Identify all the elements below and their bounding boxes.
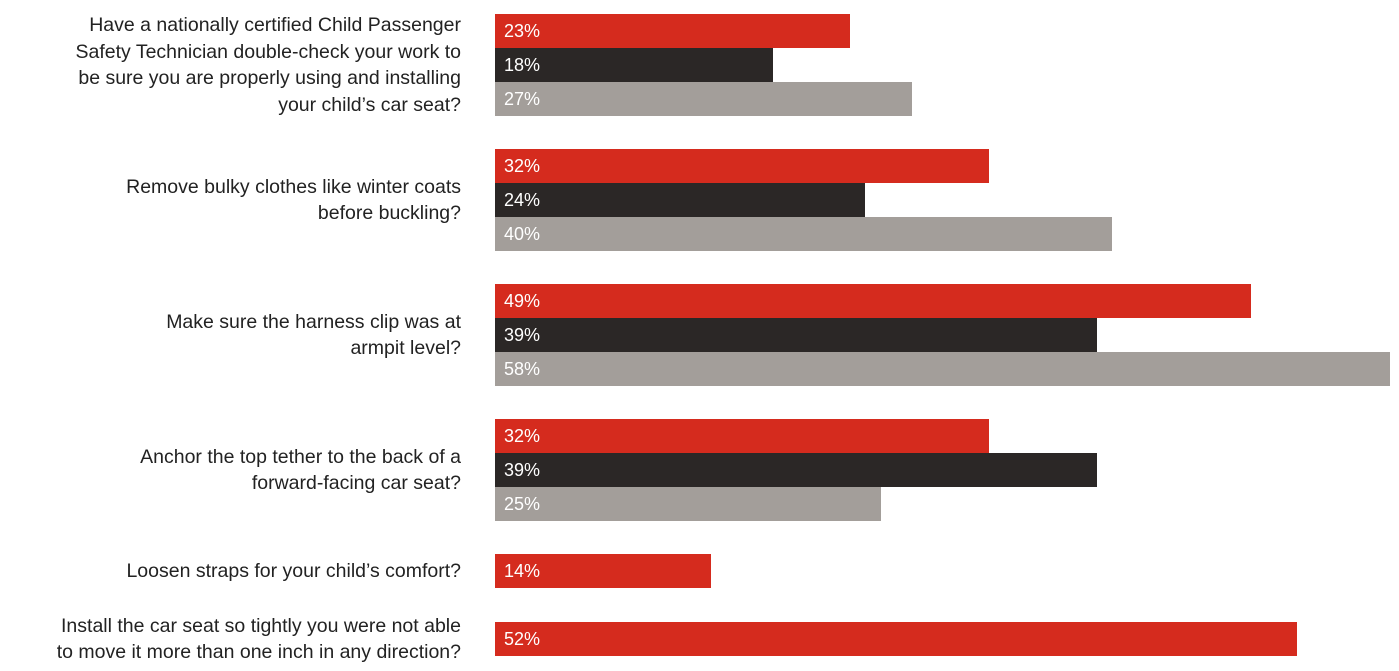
bar: 14% [495,554,711,588]
category-label-line: Anchor the top tether to the back of a [140,445,461,468]
bar: 25% [495,487,881,521]
category-label: Make sure the harness clip was at armpit … [166,309,461,362]
bar-value-label: 25% [504,494,541,514]
category-label: Have a nationally certified Child Passen… [75,12,461,118]
category-label: Anchor the top tether to the back of a fo… [140,444,461,497]
category-label-line: your child’s car seat? [278,93,461,116]
category-label-line: Have a nationally certified Child Passen… [89,14,461,36]
category-label-line: Install the car seat so tightly you were… [61,614,461,637]
bar: 32% [495,149,989,183]
category-label-line: be sure you are properly using and insta… [78,67,461,89]
bar-value-label: 18% [504,55,541,75]
category-label-line: Make sure the harness clip was at [166,310,461,333]
bar: 18% [495,48,773,82]
category-label-line: to move it more than one inch in any dir… [56,641,461,663]
category-label-line: before buckling? [317,202,461,224]
bar-value-label: 32% [504,156,541,176]
bar: 52% [495,622,1297,656]
bar: 49% [495,284,1251,318]
bar-value-label: 23% [504,21,541,41]
category-label: Loosen straps for your child’s comfort? [126,558,461,585]
bar-value-label: 39% [504,460,541,480]
bar-value-label: 27% [504,89,541,109]
category-label-line: Remove bulky clothes like winter coats [126,175,461,198]
bar-value-label: 39% [504,325,541,345]
bar-value-label: 52% [504,629,541,649]
bar: 32% [495,419,989,453]
bar: 24% [495,183,865,217]
bar: 39% [495,453,1097,487]
bar: 23% [495,14,850,48]
bar-value-label: 49% [504,291,541,311]
bar-value-label: 58% [504,359,541,379]
bar: 40% [495,217,1112,251]
category-label: Remove bulky clothes like winter coats be… [126,174,461,227]
category-label: Install the car seat so tightly you were… [57,613,461,666]
bar: 39% [495,318,1097,352]
category-label-line: forward-facing car seat? [251,472,461,494]
bar: 58% [495,352,1390,386]
category-label-line: armpit level? [350,337,461,359]
bar: 27% [495,82,912,116]
category-label-line: Safety Technician double-check your work… [75,40,461,63]
category-label-line: Loosen straps for your child’s comfort? [126,559,461,582]
bar-value-label: 24% [504,190,541,210]
bar-value-label: 14% [504,561,541,581]
bar-value-label: 32% [504,426,541,446]
bar-value-label: 40% [504,224,541,244]
